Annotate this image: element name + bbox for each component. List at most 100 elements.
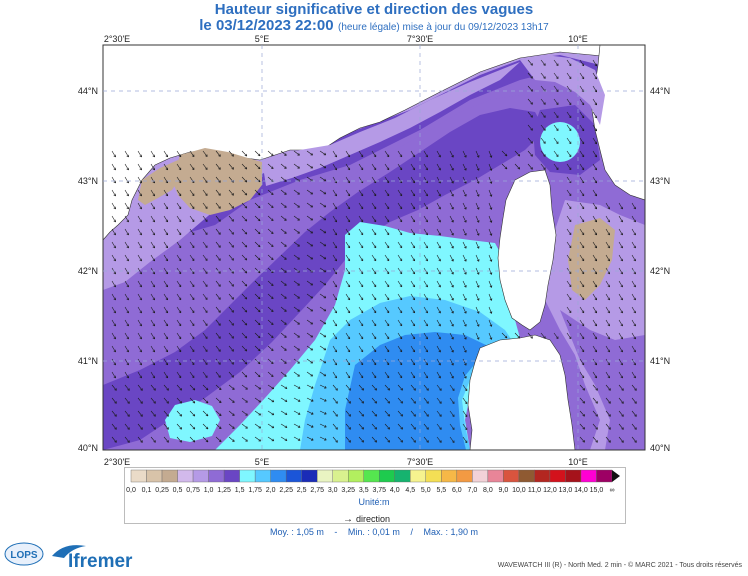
direction-arrow: [566, 215, 572, 223]
direction-arrow: [202, 436, 209, 443]
direction-arrow: [345, 436, 351, 443]
colorbar-label: 5,5: [436, 487, 447, 494]
direction-arrow: [371, 332, 377, 340]
direction-arrow: [111, 410, 117, 417]
direction-arrow: [306, 241, 313, 247]
direction-arrow: [371, 371, 377, 379]
colorbar-cell: [223, 469, 240, 483]
direction-arrow: [345, 384, 351, 391]
colorbar-label: 0,25: [155, 487, 169, 494]
direction-arrow: [592, 176, 598, 184]
direction-arrow: [189, 410, 196, 417]
direction-arrow: [462, 423, 468, 431]
direction-arrow: [111, 228, 116, 236]
direction-arrow: [228, 436, 235, 442]
direction-arrow: [592, 371, 598, 379]
direction-arrow: [189, 319, 195, 327]
colorbar-cell: [177, 469, 194, 483]
direction-arrow: [254, 423, 261, 429]
direction-arrow: [410, 397, 416, 404]
lat-ticks-right: 44°N 43°N 42°N 41°N 40°N: [650, 86, 670, 453]
direction-arrow: [618, 267, 623, 275]
direction-arrow: [293, 436, 301, 441]
direction-arrow: [293, 306, 300, 312]
direction-arrow: [345, 358, 351, 366]
colorbar-cell: [549, 469, 566, 483]
direction-arrow: [631, 306, 636, 314]
colorbar-cell: [534, 469, 551, 483]
direction-arrow: [345, 150, 351, 158]
colorbar-label: 8,0: [482, 487, 493, 494]
direction-arrow: [462, 306, 467, 314]
direction-arrow: [306, 423, 314, 428]
direction-arrow: [254, 358, 261, 365]
direction-arrow: [527, 59, 533, 66]
direction-arrow: [579, 306, 585, 314]
direction-arrow: [423, 345, 428, 353]
direction-arrow: [306, 410, 314, 415]
direction-arrow: [306, 189, 313, 195]
lon-tick-top: 2°30'E: [104, 34, 130, 44]
direction-arrow: [397, 358, 403, 366]
colorbar-cell: [456, 469, 473, 483]
direction-arrow: [436, 319, 441, 327]
colorbar-label: 3,75: [372, 487, 387, 494]
direction-arrow: [150, 189, 155, 197]
direction-arrow: [228, 306, 234, 313]
direction-arrow: [215, 202, 221, 209]
direction-arrow: [332, 293, 337, 301]
direction-arrow: [423, 293, 428, 301]
direction-arrow: [163, 189, 169, 197]
colorbar-cell: [254, 469, 271, 483]
direction-arrow: [150, 241, 155, 249]
direction-arrow: [475, 202, 480, 210]
lops-logo-text: LOPS: [10, 550, 38, 561]
direction-arrow: [241, 436, 248, 442]
direction-arrow: [306, 384, 314, 389]
direction-arrow: [332, 215, 337, 223]
direction-arrow: [605, 397, 611, 404]
direction-arrow: [319, 332, 327, 338]
direction-arrow: [371, 215, 377, 223]
direction-arrow: [176, 293, 182, 301]
direction-arrow: [124, 202, 129, 210]
direction-arrow: [150, 345, 155, 353]
colorbar-cell: [425, 469, 442, 483]
direction-arrow: [592, 111, 598, 119]
direction-arrow: [410, 163, 416, 171]
direction-arrow: [501, 150, 508, 157]
direction-arrow: [228, 358, 234, 365]
direction-arrow: [605, 384, 611, 391]
direction-arrow: [293, 163, 300, 169]
direction-arrow: [579, 189, 585, 197]
direction-arrow: [189, 228, 195, 236]
direction-arrow: [137, 371, 142, 379]
direction-arrow: [488, 293, 493, 301]
direction-arrow: [137, 176, 142, 184]
direction-arrow: [553, 98, 559, 105]
direction-arrow: [267, 384, 275, 390]
direction-arrow: [371, 436, 377, 443]
direction-arrow: [371, 163, 377, 171]
direction-arrow: [202, 215, 208, 222]
direction-arrow: [293, 267, 300, 273]
direction-arrow: [215, 384, 222, 391]
direction-arrow: [423, 384, 429, 391]
direction-arrow: [475, 215, 480, 223]
direction-arrow: [293, 189, 300, 195]
direction-arrow: [202, 423, 209, 430]
colorbar-label: 9,0: [498, 487, 509, 494]
direction-arrow: [566, 293, 572, 301]
direction-arrow: [150, 254, 155, 262]
direction-arrow: [410, 176, 416, 184]
direction-arrow: [202, 202, 208, 209]
direction-arrow: [345, 332, 351, 340]
direction-arrow: [254, 267, 261, 274]
direction-arrow: [332, 202, 337, 210]
colorbar-cell: [161, 469, 178, 483]
direction-arrow: [449, 228, 454, 236]
direction-arrow: [436, 293, 441, 301]
direction-arrow: [449, 410, 455, 417]
direction-arrow: [566, 124, 572, 132]
direction-arrow: [150, 319, 155, 327]
